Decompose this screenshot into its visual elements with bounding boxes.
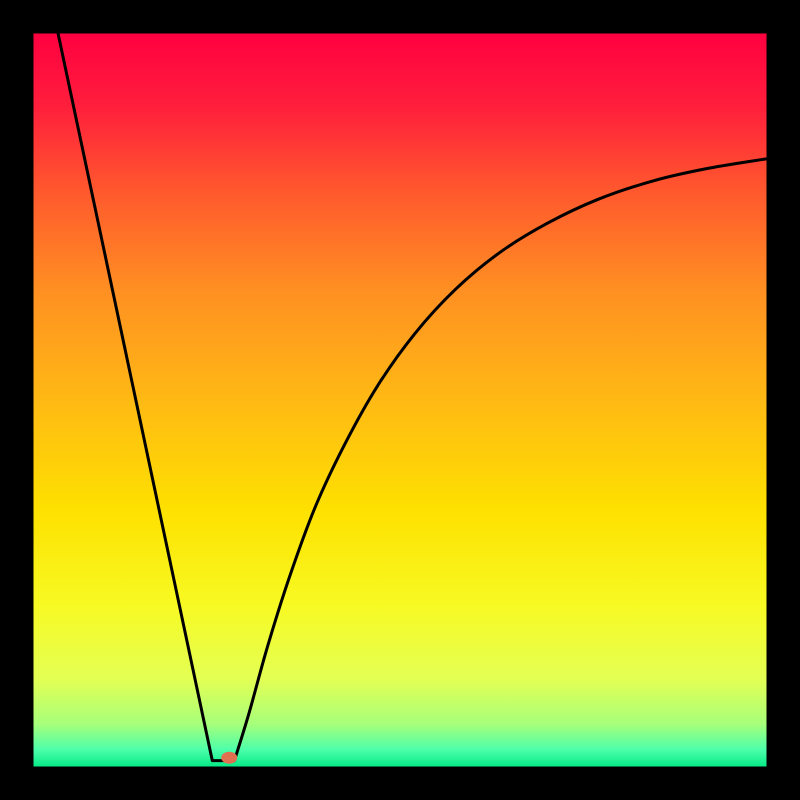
plot-area [32, 32, 768, 768]
chart-root: TheBottlenecker.com [0, 0, 800, 800]
watermark-text: TheBottlenecker.com [529, 6, 760, 35]
chart-canvas [0, 0, 800, 800]
minimum-marker [221, 752, 237, 764]
